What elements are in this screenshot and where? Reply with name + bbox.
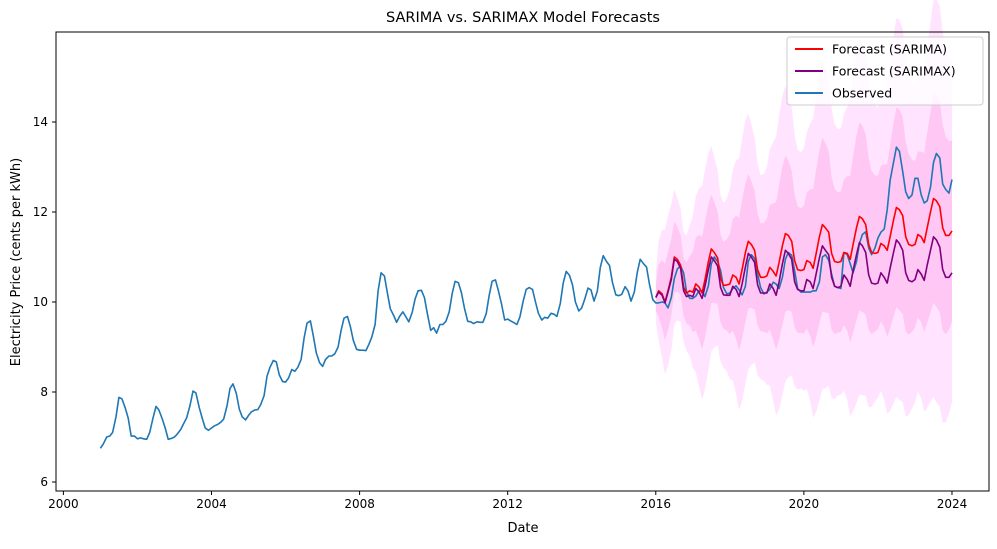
x-tick-label: 2004 [196,497,227,511]
x-tick-label: 2012 [492,497,523,511]
y-axis-label: Electricity Price (cents per kWh) [9,158,24,366]
legend-label: Observed [832,86,892,101]
x-tick-label: 2024 [937,497,968,511]
legend: Forecast (SARIMA) Forecast (SARIMAX) Obser… [786,36,984,106]
x-tick-label: 2020 [789,497,820,511]
y-tick-label: 14 [33,115,48,129]
x-tick-label: 2000 [48,497,79,511]
x-axis-ticks: 2000 2004 2008 2012 2016 2020 2024 [48,491,967,511]
legend-label: Forecast (SARIMAX) [832,64,956,79]
chart-title: SARIMA vs. SARIMAX Model Forecasts [386,10,660,26]
confidence-bands [655,0,952,423]
sarima-confidence-band [655,94,952,351]
x-tick-label: 2016 [641,497,672,511]
y-tick-label: 12 [33,205,48,219]
sarimax-confidence-band [655,0,952,423]
y-tick-label: 6 [40,475,48,489]
y-tick-label: 8 [40,385,48,399]
plot-frame [55,31,990,492]
sarima-forecast-line [655,197,953,303]
x-axis-label: Date [507,521,538,536]
y-tick-label: 10 [33,295,48,309]
observed-line [99,146,953,449]
legend-box [786,36,984,106]
legend-label: Forecast (SARIMA) [832,42,947,57]
sarimax-forecast-line [655,236,953,304]
series-lines [99,146,953,449]
y-axis-ticks: 6 8 10 12 14 [33,115,56,489]
x-tick-label: 2008 [344,497,375,511]
